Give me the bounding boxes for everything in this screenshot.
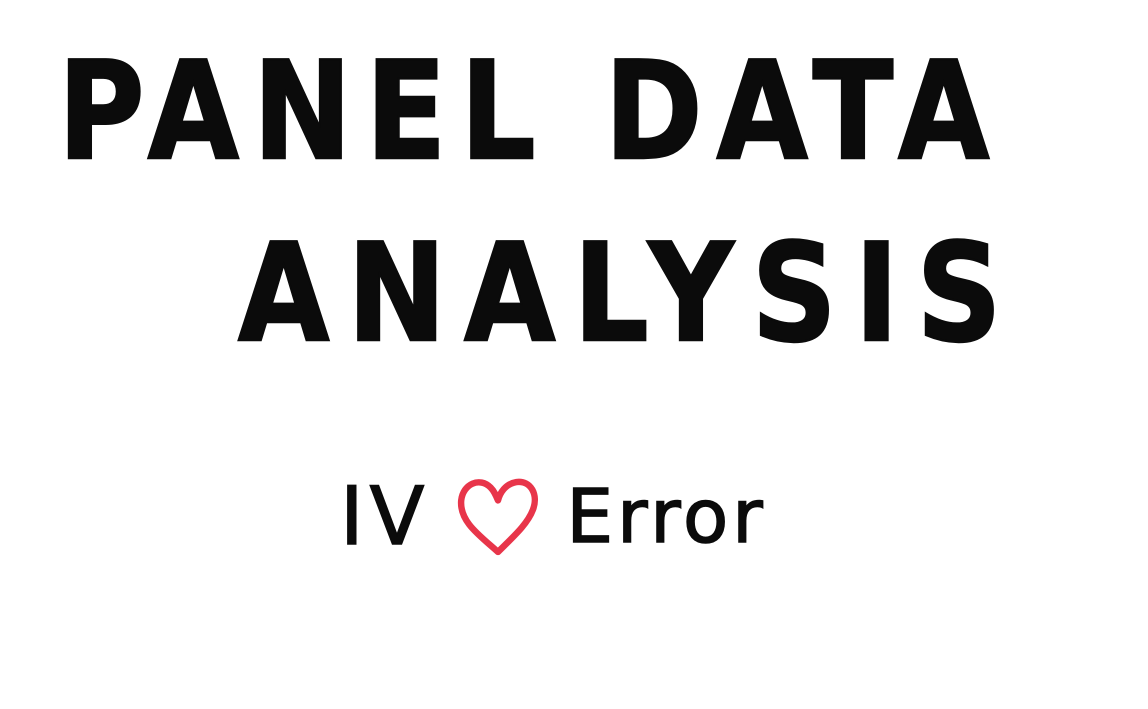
title-line-2: ANALYSIS bbox=[237, 213, 1020, 373]
subtitle-right-text: Error bbox=[566, 474, 767, 560]
subtitle-row: IV Error bbox=[339, 462, 767, 572]
title-line-1: PANEL DATA bbox=[57, 31, 1004, 191]
heart-icon bbox=[458, 478, 539, 556]
subtitle-left-text: IV bbox=[339, 470, 431, 563]
